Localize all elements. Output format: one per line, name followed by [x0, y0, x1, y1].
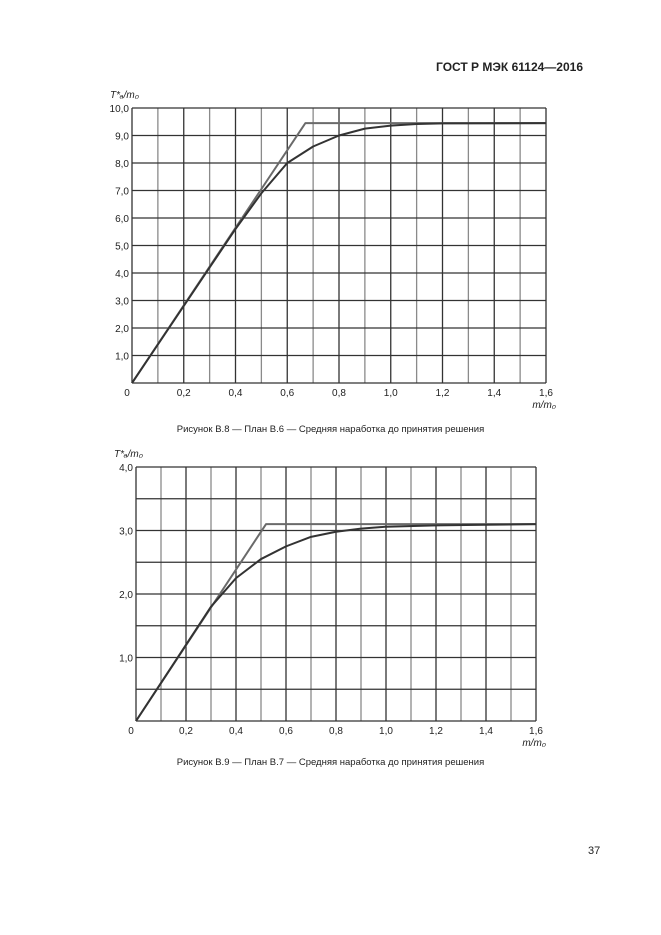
y-tick-label: 4,0: [119, 463, 133, 474]
y-tick-label: 1,0: [115, 352, 129, 363]
y-tick-label: 6,0: [115, 214, 129, 225]
x-tick-label: 0,6: [279, 726, 293, 737]
x-tick-label: 1,6: [529, 726, 543, 737]
y-tick-label: 8,0: [115, 159, 129, 170]
x-tick-label: 0,4: [229, 388, 243, 399]
x-tick-label: 1,2: [429, 726, 443, 737]
y-tick-label: 10,0: [110, 104, 130, 115]
x-tick-label: 0,4: [229, 726, 243, 737]
x-tick-label: 1,0: [379, 726, 393, 737]
x-tick-label: 0,2: [177, 388, 191, 399]
x-tick-label: 0: [124, 388, 130, 399]
y-tick-label: 3,0: [115, 297, 129, 308]
x-axis-label: m/m₀: [532, 400, 556, 411]
x-tick-label: 0,6: [280, 388, 294, 399]
y-tick-label: 2,0: [119, 590, 133, 601]
figure-caption-b9: Рисунок В.9 — План В.7 — Средняя наработ…: [176, 757, 485, 768]
y-tick-label: 1,0: [119, 654, 133, 665]
document-header: ГОСТ Р МЭК 61124—2016: [436, 60, 583, 74]
y-tick-label: 5,0: [115, 242, 129, 253]
x-tick-label: 1,6: [539, 388, 553, 399]
series-curve: [135, 523, 537, 722]
y-tick-label: 2,0: [115, 324, 129, 335]
x-tick-label: 0,8: [329, 726, 343, 737]
x-tick-label: 0,2: [179, 726, 193, 737]
y-tick-label: 3,0: [119, 527, 133, 538]
y-tick-label: 9,0: [115, 132, 129, 143]
y-tick-label: 7,0: [115, 187, 129, 198]
x-tick-label: 1,2: [436, 388, 450, 399]
figure-caption-b8: Рисунок В.8 — План В.6 — Средняя наработ…: [176, 424, 485, 435]
x-tick-label: 0: [128, 726, 134, 737]
x-axis-label: m/m₀: [522, 738, 546, 749]
x-tick-label: 1,4: [487, 388, 501, 399]
y-axis-label: T*ₐ/m₀: [110, 90, 139, 101]
y-tick-label: 4,0: [115, 269, 129, 280]
x-tick-label: 0,8: [332, 388, 346, 399]
x-tick-label: 1,4: [479, 726, 493, 737]
x-tick-label: 1,0: [384, 388, 398, 399]
y-axis-label: T*ₐ/m₀: [114, 449, 143, 460]
series-curve: [131, 122, 547, 384]
page-number: 37: [588, 845, 601, 857]
